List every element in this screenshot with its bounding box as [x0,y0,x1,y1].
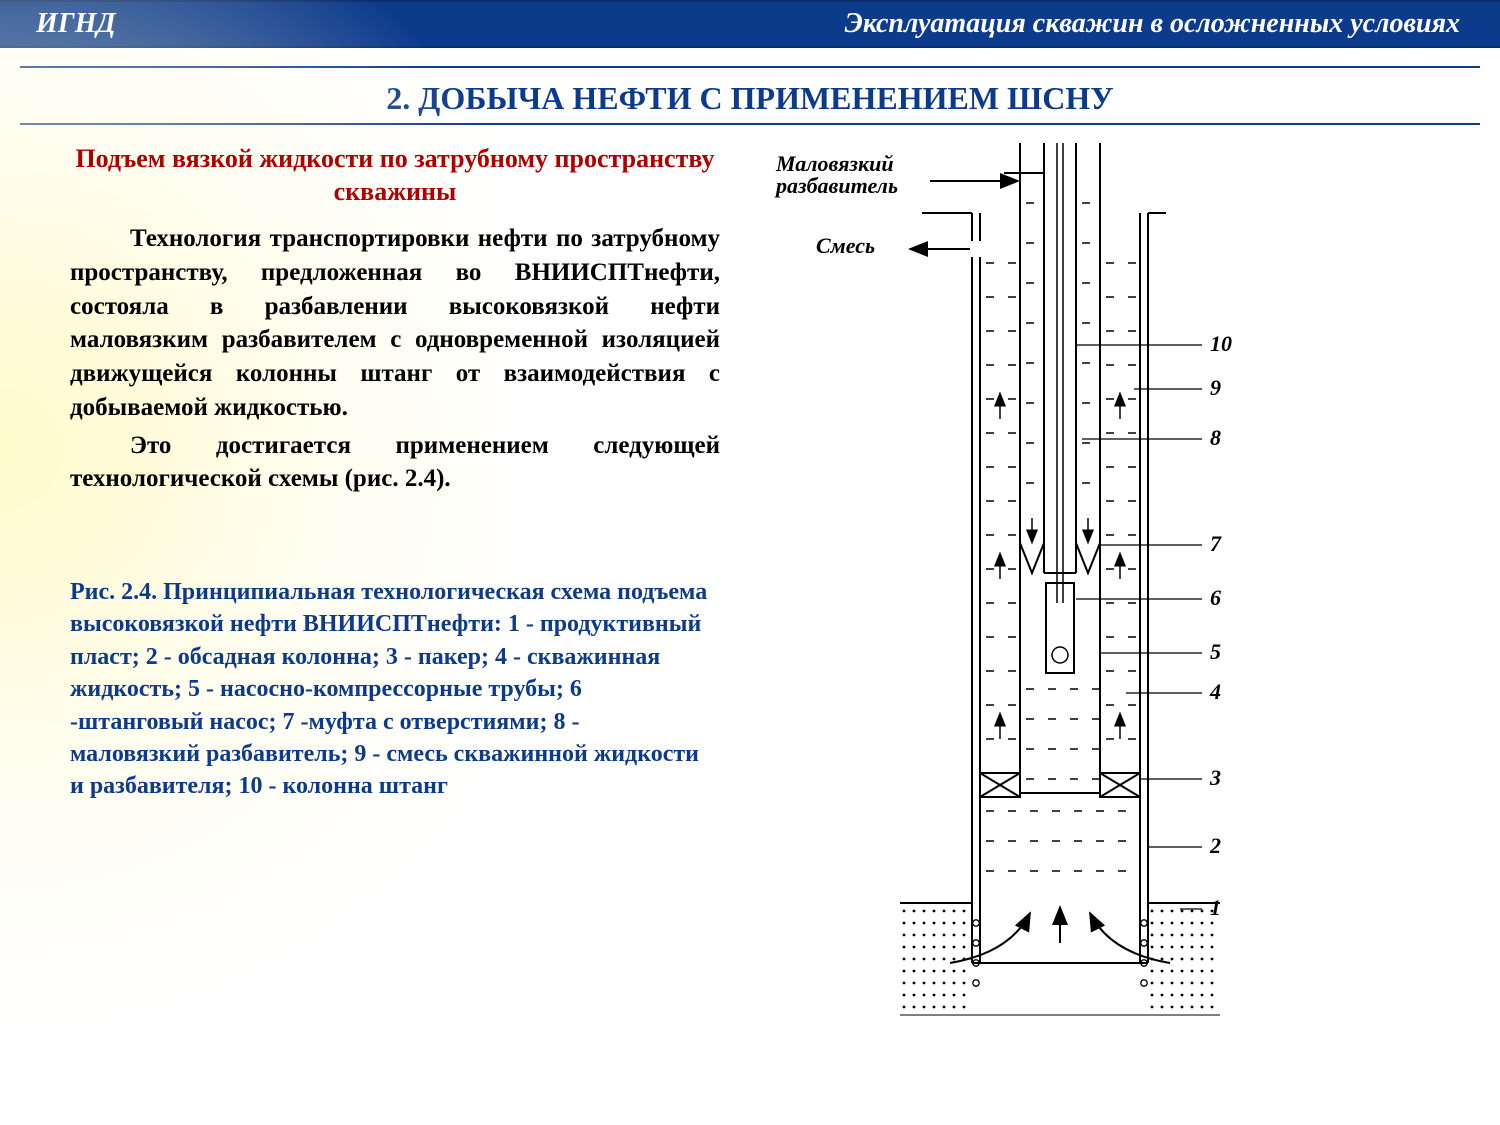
svg-text:7: 7 [1210,531,1222,556]
content-area: Подъем вязкой жидкости по затрубному про… [0,143,1500,803]
svg-text:9: 9 [1210,375,1221,400]
svg-text:6: 6 [1210,585,1221,610]
svg-text:Смесь: Смесь [816,233,875,258]
svg-text:4: 4 [1209,679,1221,704]
header-left: ИГНД [36,8,116,40]
svg-text:10: 10 [1210,331,1232,356]
section-title: 2. ДОБЫЧА НЕФТИ С ПРИМЕНЕНИЕМ ШСНУ [0,80,1500,117]
divider-top [20,66,1480,68]
header-bar: ИГНД Эксплуатация скважин в осложненных … [0,0,1500,48]
svg-text:1: 1 [1210,895,1221,920]
svg-text:2: 2 [1209,833,1221,858]
paragraph-1: Технология транспортировки нефти по затр… [70,222,720,425]
subtitle: Подъем вязкой жидкости по затрубному про… [70,143,720,208]
svg-text:разбавитель: разбавитель [774,173,898,198]
diagram-column: 10987654321МаловязкийразбавительСмесь [740,143,1460,803]
well-schematic: 10987654321МаловязкийразбавительСмесь [770,133,1430,1093]
svg-text:3: 3 [1209,765,1221,790]
svg-text:5: 5 [1210,639,1221,664]
svg-text:8: 8 [1210,425,1221,450]
text-column: Подъем вязкой жидкости по затрубному про… [20,143,740,803]
figure-caption: Рис. 2.4. Принципиальная технологическая… [70,576,720,803]
header-right: Эксплуатация скважин в осложненных услов… [845,8,1460,40]
paragraph-2: Это достигается применением следующей те… [70,429,720,497]
divider-under-title [20,123,1480,125]
